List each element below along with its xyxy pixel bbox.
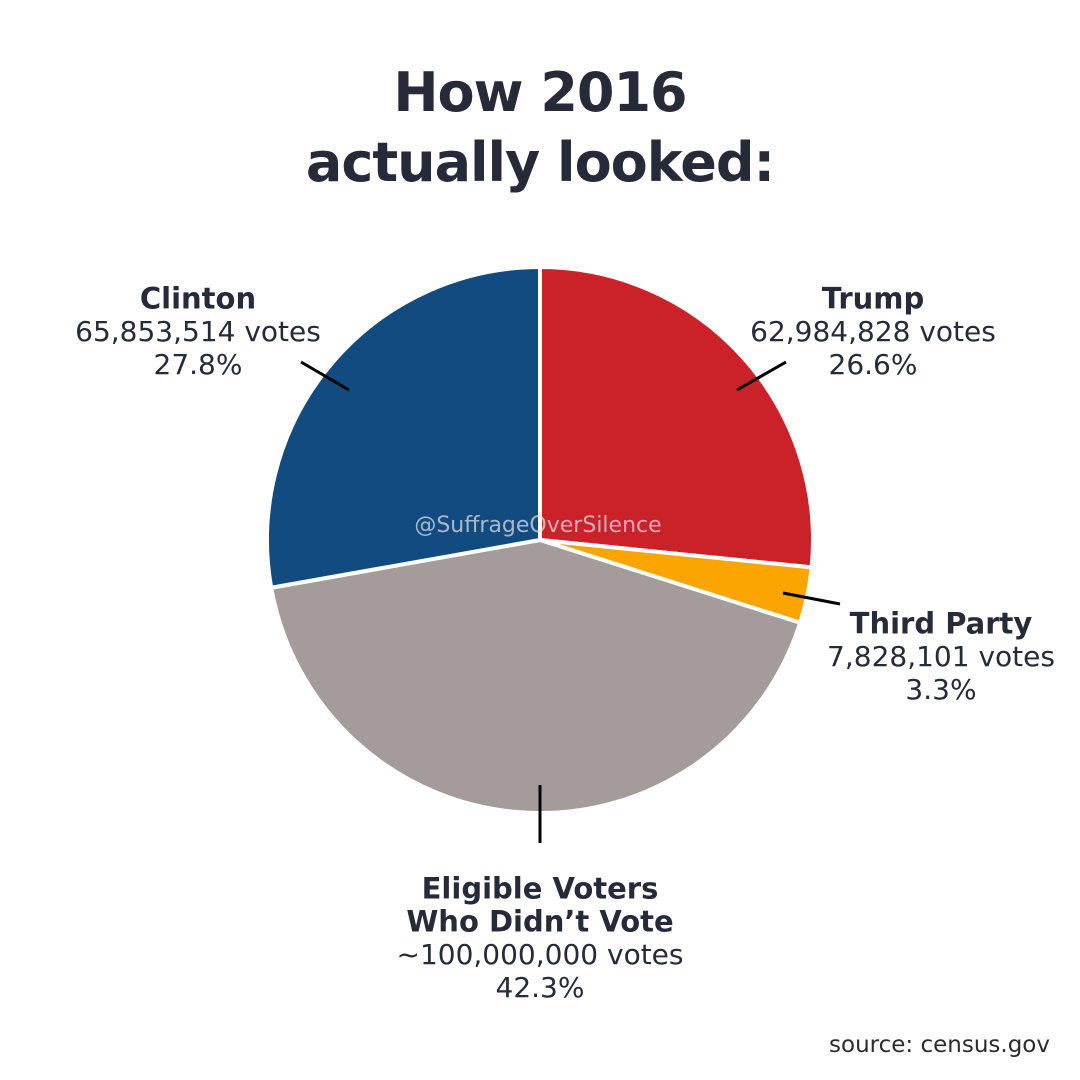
slice-label-percent-2: 42.3% bbox=[496, 971, 585, 1004]
title-line-2: actually looked: bbox=[305, 131, 775, 194]
leader-line-0 bbox=[736, 360, 787, 392]
pie-slices bbox=[265, 265, 815, 815]
slice-label-votes-1: 7,828,101 votes bbox=[827, 640, 1055, 673]
slice-label-name-2-1: Who Didn’t Vote bbox=[406, 905, 673, 939]
leader-line-3 bbox=[300, 360, 350, 392]
label-leader-lines bbox=[300, 360, 841, 843]
slice-label-votes-3: 65,853,514 votes bbox=[75, 315, 321, 348]
slice-label-name-1-0: Third Party bbox=[850, 607, 1033, 641]
slice-label-percent-3: 27.8% bbox=[154, 348, 243, 381]
source-note: source: census.gov bbox=[829, 1032, 1050, 1058]
slice-label-votes-2: ~100,000,000 votes bbox=[397, 938, 684, 971]
slice-label-name-2-0: Eligible Voters bbox=[422, 872, 659, 906]
leader-line-1 bbox=[782, 591, 841, 606]
watermark: @SuffrageOverSilence bbox=[414, 513, 661, 538]
slice-label-name-0-0: Trump bbox=[822, 282, 925, 316]
title-line-1: How 2016 bbox=[393, 61, 687, 124]
slice-label-name-3-0: Clinton bbox=[140, 282, 256, 316]
slice-label-votes-0: 62,984,828 votes bbox=[750, 315, 996, 348]
pie-slice-0 bbox=[538, 265, 815, 570]
slice-label-percent-0: 26.6% bbox=[829, 348, 918, 381]
slice-label-percent-1: 3.3% bbox=[905, 673, 976, 706]
pie-slice-3 bbox=[265, 265, 542, 590]
pie-slice-2 bbox=[269, 538, 803, 815]
